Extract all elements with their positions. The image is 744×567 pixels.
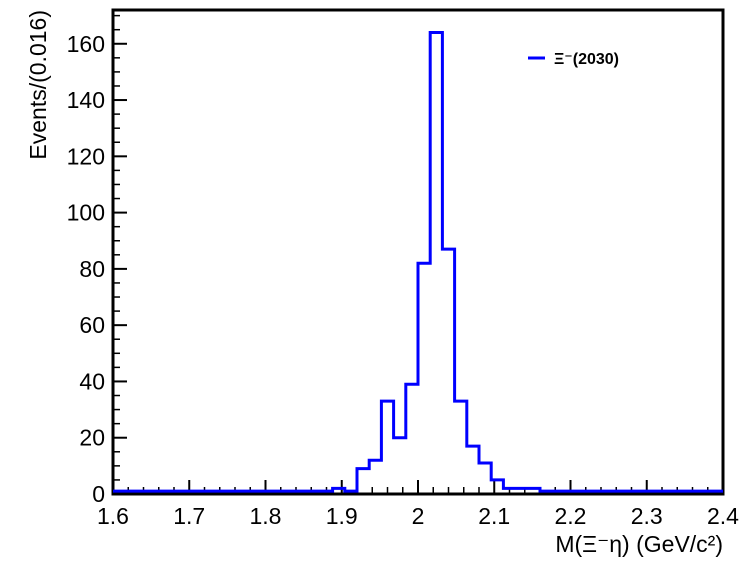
x-tick-label: 1.7 <box>173 503 205 529</box>
x-tick-label: 2.1 <box>478 503 510 529</box>
y-tick-label: 160 <box>67 31 105 57</box>
x-tick-label: 2.2 <box>555 503 587 529</box>
y-tick-label: 20 <box>79 425 105 451</box>
y-axis-ticks: 0 20 40 60 80 100 120 140 160 <box>67 14 127 507</box>
y-axis-label: Events/(0.016) <box>25 10 51 160</box>
x-tick-label: 1.8 <box>250 503 282 529</box>
y-tick-label: 80 <box>79 256 105 282</box>
x-axis-label: M(Ξ⁻η) (GeV/c²) <box>555 531 723 557</box>
x-tick-label: 2 <box>412 503 425 529</box>
y-tick-label: 140 <box>67 87 105 113</box>
y-tick-label: 0 <box>92 481 105 507</box>
x-tick-label: 1.9 <box>326 503 358 529</box>
plot-frame <box>111 8 725 496</box>
x-tick-label: 2.3 <box>631 503 663 529</box>
y-tick-label: 40 <box>79 368 105 394</box>
x-tick-label: 2.4 <box>707 503 739 529</box>
y-tick-label: 120 <box>67 143 105 169</box>
histogram-series-line <box>113 31 723 493</box>
legend-label-xi2030: Ξ⁻(2030) <box>554 51 619 68</box>
y-tick-label: 100 <box>67 200 105 226</box>
x-tick-label: 1.6 <box>97 503 129 529</box>
y-tick-label: 60 <box>79 312 105 338</box>
legend: Ξ⁻(2030) <box>528 51 619 68</box>
